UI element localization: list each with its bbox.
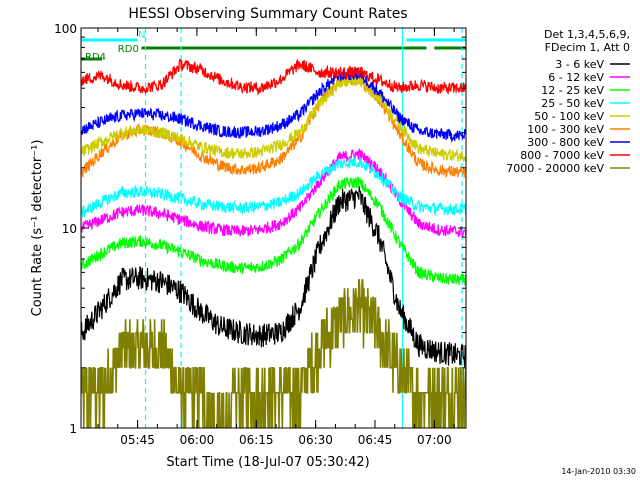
y-axis-label: Count Rate (s⁻¹ detector⁻¹) bbox=[30, 140, 45, 317]
chart-title: HESSI Observing Summary Count Rates bbox=[128, 6, 407, 22]
flag-bars: N RD0 RD4 bbox=[81, 30, 466, 63]
legend-label: 300 - 800 keV bbox=[527, 136, 604, 149]
y-tick-label: 1 bbox=[69, 422, 77, 436]
flag-label-rd4: RD4 bbox=[85, 52, 106, 63]
legend-detector-line-2: FDecim 1, Att 0 bbox=[545, 41, 630, 54]
series-line bbox=[81, 176, 466, 286]
flag-segment-rd0 bbox=[141, 46, 312, 50]
x-axis: 05:45 06:00 06:15 06:30 06:45 07:00 bbox=[97, 28, 455, 447]
legend-label: 6 - 12 keV bbox=[548, 71, 604, 84]
x-tick-label: 05:45 bbox=[120, 433, 155, 447]
flag-segment-rd0 bbox=[311, 46, 427, 50]
series-line bbox=[81, 186, 466, 368]
legend-label: 12 - 25 keV bbox=[541, 84, 604, 97]
legend-label: 25 - 50 keV bbox=[541, 97, 604, 110]
flag-segment-rd4 bbox=[81, 57, 102, 61]
y-tick-label: 10 bbox=[62, 222, 77, 236]
legend-detector-line-1: Det 1,3,4,5,6,9, bbox=[544, 28, 630, 41]
legend-label: 3 - 6 keV bbox=[555, 58, 604, 71]
series-layer bbox=[81, 58, 466, 428]
flag-segment-n bbox=[81, 38, 138, 42]
legend-label: 800 - 7000 keV bbox=[520, 149, 604, 162]
legend-label: 100 - 300 keV bbox=[527, 123, 604, 136]
flag-label-rd0: RD0 bbox=[118, 44, 139, 55]
x-axis-label: Start Time (18-Jul-07 05:30:42) bbox=[166, 455, 369, 470]
series-line bbox=[81, 58, 466, 96]
series-line bbox=[81, 156, 466, 219]
flag-segment-n bbox=[406, 38, 466, 42]
series-line bbox=[81, 67, 466, 144]
y-axis: 1 10 100 bbox=[54, 22, 466, 436]
flag-label-n: N bbox=[138, 30, 145, 41]
legend-label: 7000 - 20000 keV bbox=[506, 162, 604, 175]
series-line bbox=[81, 279, 466, 428]
footer-timestamp: 14-Jan-2010 03:30 bbox=[561, 467, 636, 476]
x-tick-label: 06:15 bbox=[239, 433, 274, 447]
series-line bbox=[81, 73, 466, 162]
legend-label: 50 - 100 keV bbox=[534, 110, 604, 123]
x-tick-label: 07:00 bbox=[417, 433, 452, 447]
legend: Det 1,3,4,5,6,9, FDecim 1, Att 0 3 - 6 k… bbox=[506, 28, 630, 175]
x-tick-label: 06:45 bbox=[358, 433, 393, 447]
y-tick-label: 100 bbox=[54, 22, 77, 36]
x-tick-label: 06:00 bbox=[180, 433, 215, 447]
x-tick-label: 06:30 bbox=[298, 433, 333, 447]
flag-segment-rd0 bbox=[434, 46, 466, 50]
